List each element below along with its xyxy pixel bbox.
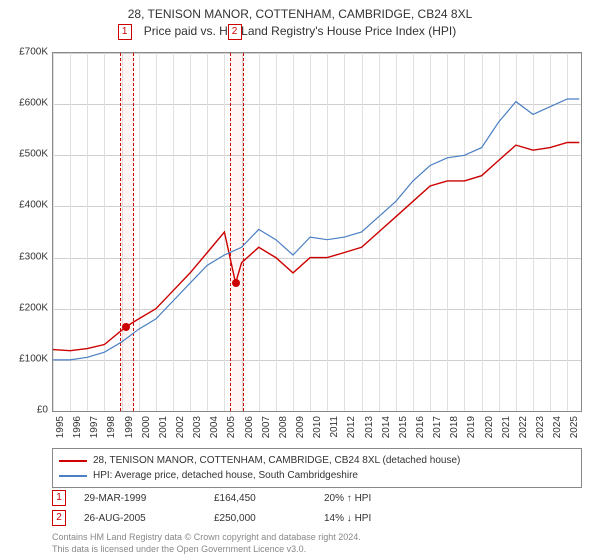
- footer-attribution: Contains HM Land Registry data © Crown c…: [52, 532, 361, 555]
- legend-swatch-hpi: [59, 475, 87, 477]
- y-tick-label: £200K: [19, 302, 48, 313]
- x-tick-label: 2013: [364, 416, 375, 438]
- y-tick-label: £500K: [19, 149, 48, 160]
- x-tick-label: 2011: [329, 416, 340, 438]
- x-tick-label: 2008: [278, 416, 289, 438]
- series-line-property: [53, 143, 579, 351]
- x-tick-label: 1998: [106, 416, 117, 438]
- y-tick-label: £0: [37, 405, 48, 416]
- y-tick-label: £700K: [19, 47, 48, 58]
- chart-container: 28, TENISON MANOR, COTTENHAM, CAMBRIDGE,…: [0, 0, 600, 560]
- x-tick-label: 2006: [244, 416, 255, 438]
- event-price-2: £250,000: [214, 513, 324, 524]
- y-tick-label: £100K: [19, 353, 48, 364]
- x-tick-label: 1999: [124, 416, 135, 438]
- marker-callout: 2: [228, 24, 242, 40]
- x-tick-label: 2009: [295, 416, 306, 438]
- x-tick-label: 2007: [261, 416, 272, 438]
- marker-point: [232, 279, 240, 287]
- event-row-2: 2 26-AUG-2005 £250,000 14% ↓ HPI: [52, 510, 582, 526]
- x-tick-label: 2021: [501, 416, 512, 438]
- title-block: 28, TENISON MANOR, COTTENHAM, CAMBRIDGE,…: [0, 0, 600, 40]
- event-marker-2: 2: [52, 510, 66, 526]
- event-price-1: £164,450: [214, 493, 324, 504]
- y-tick-label: £600K: [19, 98, 48, 109]
- x-tick-label: 2003: [192, 416, 203, 438]
- x-tick-label: 2023: [535, 416, 546, 438]
- x-tick-label: 2015: [398, 416, 409, 438]
- legend-label-hpi: HPI: Average price, detached house, Sout…: [93, 468, 358, 483]
- title-line-2: Price paid vs. HM Land Registry's House …: [0, 23, 600, 40]
- x-tick-label: 2025: [569, 416, 580, 438]
- event-row-1: 1 29-MAR-1999 £164,450 20% ↑ HPI: [52, 490, 582, 506]
- x-tick-label: 2022: [518, 416, 529, 438]
- x-tick-label: 2020: [484, 416, 495, 438]
- x-tick-label: 2014: [381, 416, 392, 438]
- legend-box: 28, TENISON MANOR, COTTENHAM, CAMBRIDGE,…: [52, 448, 582, 488]
- event-marker-1: 1: [52, 490, 66, 506]
- line-series-svg: [53, 53, 581, 411]
- y-tick-label: £300K: [19, 251, 48, 262]
- footer-line-2: This data is licensed under the Open Gov…: [52, 544, 361, 556]
- legend-swatch-property: [59, 460, 87, 462]
- x-tick-label: 2010: [312, 416, 323, 438]
- title-line-1: 28, TENISON MANOR, COTTENHAM, CAMBRIDGE,…: [0, 6, 600, 23]
- x-tick-label: 2000: [141, 416, 152, 438]
- x-tick-label: 2004: [209, 416, 220, 438]
- legend-row-property: 28, TENISON MANOR, COTTENHAM, CAMBRIDGE,…: [59, 453, 575, 468]
- x-tick-label: 2017: [432, 416, 443, 438]
- x-tick-label: 2012: [346, 416, 357, 438]
- event-delta-2: 14% ↓ HPI: [324, 513, 371, 524]
- legend-row-hpi: HPI: Average price, detached house, Sout…: [59, 468, 575, 483]
- marker-point: [122, 323, 130, 331]
- event-date-2: 26-AUG-2005: [84, 513, 214, 524]
- event-delta-1: 20% ↑ HPI: [324, 493, 371, 504]
- x-tick-label: 1997: [89, 416, 100, 438]
- x-tick-label: 1995: [55, 416, 66, 438]
- footer-line-1: Contains HM Land Registry data © Crown c…: [52, 532, 361, 544]
- legend-label-property: 28, TENISON MANOR, COTTENHAM, CAMBRIDGE,…: [93, 453, 460, 468]
- x-tick-label: 2001: [158, 416, 169, 438]
- x-tick-label: 1996: [72, 416, 83, 438]
- events-table: 1 29-MAR-1999 £164,450 20% ↑ HPI 2 26-AU…: [52, 490, 582, 530]
- event-date-1: 29-MAR-1999: [84, 493, 214, 504]
- plot-border: [52, 52, 582, 412]
- x-tick-label: 2019: [466, 416, 477, 438]
- x-tick-label: 2016: [415, 416, 426, 438]
- x-tick-label: 2005: [226, 416, 237, 438]
- x-tick-label: 2018: [449, 416, 460, 438]
- chart-area: £0£100K£200K£300K£400K£500K£600K£700K 19…: [52, 52, 582, 412]
- series-line-hpi: [53, 99, 579, 360]
- x-tick-label: 2024: [552, 416, 563, 438]
- x-tick-label: 2002: [175, 416, 186, 438]
- y-tick-label: £400K: [19, 200, 48, 211]
- marker-callout: 1: [118, 24, 132, 40]
